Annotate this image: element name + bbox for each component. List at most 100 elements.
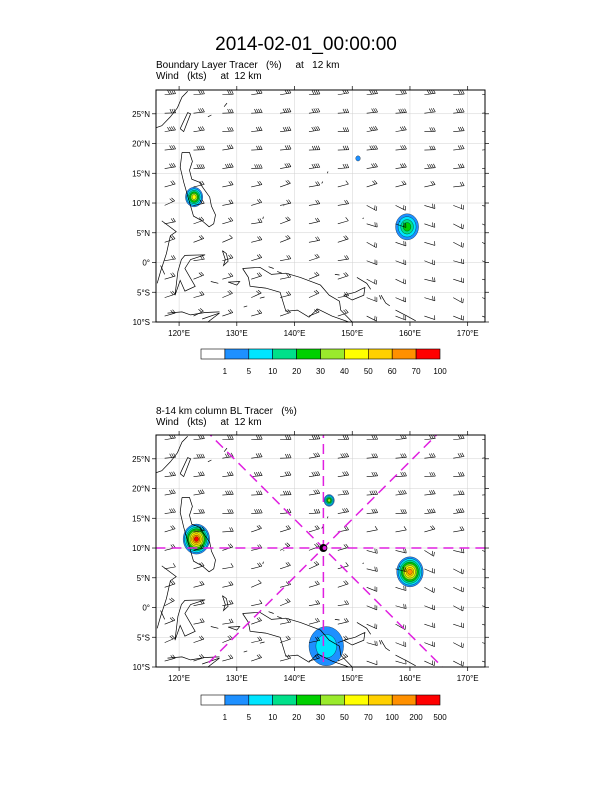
wind-barb-feather [169,198,174,202]
wind-barb-feather [257,289,262,294]
coastline [379,295,382,300]
wind-barb-feather [373,490,376,495]
wind-barb [308,438,320,441]
wind-barb-feather [317,126,321,131]
wind-barb-feather [345,635,349,640]
wind-barb-feather [172,563,176,568]
coastline [156,565,177,629]
wind-barb-feather [345,235,349,240]
wind-barb-feather [491,89,493,93]
wind-barb-feather [172,290,176,295]
wind-barb-feather [197,490,201,495]
wind-barb-feather [457,508,461,513]
colorbar-label: 10 [268,713,277,722]
wind-barb-feather [313,435,317,440]
xtick-label: 120°E [168,674,190,683]
wind-barb-feather [457,145,461,150]
wind-barb-feather [431,490,434,495]
wind-barb [366,111,378,114]
wind-barb-feather [260,108,263,113]
wind-barb [395,587,407,591]
coastline [242,266,353,322]
panel2-subtitle-line2: Wind (kts) at 12 km [156,417,262,428]
wind-barb-feather [373,508,376,513]
wind-barb-feather [231,490,234,495]
wind-barb-feather [458,490,461,495]
wind-barb-feather [402,108,405,113]
wind-barb [395,242,407,247]
wind-barb-feather [255,471,259,477]
wind-barb-feather [315,218,319,223]
wind-barb [453,475,465,477]
wind-barb-feather [284,126,288,132]
wind-barb [222,203,234,206]
wind-barb-feather [230,199,234,204]
coastline [179,497,216,573]
colorbar-cell [320,694,345,706]
wind-barb-feather [315,108,319,113]
wind-barb-feather [169,90,172,95]
wind-barb-feather [231,126,234,132]
wind-barb-feather [256,272,261,277]
wind-barb-feather [375,471,378,476]
wind-barb [337,621,349,625]
xtick-label: 130°E [226,329,248,338]
wind-barb [481,242,485,245]
wind-barb-feather [254,108,257,114]
wind-barb-feather [400,90,403,95]
wind-barb-feather [311,435,315,440]
wind-barb-feather [344,490,348,495]
wind-barb [366,605,377,611]
wind-barb-feather [459,163,463,168]
wind-barb [424,167,436,169]
wind-barb-feather [373,435,376,440]
wind-barb-feather [230,272,234,277]
wind-barb [337,438,349,441]
wind-barb-feather [315,308,320,313]
wind-barb-feather [172,489,176,494]
wind-barb [337,583,349,588]
wind-barb-feather [256,108,259,113]
wind-barb [251,512,263,514]
wind-barb-feather [434,277,436,282]
coastline [223,447,228,452]
wind-barb [251,639,263,643]
wind-barb [337,183,349,188]
wind-barb-feather [286,163,290,168]
wind-barb-feather [229,90,232,95]
tracer-contour-fill [407,569,413,575]
tracer-contour-fill [194,536,199,542]
wind-barb [482,513,485,514]
wind-barb [308,474,320,477]
coastline [243,305,248,308]
wind-barb-feather [285,435,288,440]
wind-barb-feather [461,452,465,457]
wind-barb [193,475,205,477]
wind-barb-feather [345,580,349,585]
wind-barb-feather [256,435,259,440]
wind-barb [251,565,262,570]
wind-barb [482,568,485,571]
wind-barb-feather [433,127,436,132]
wind-barb [222,293,233,298]
wind-barb-feather [317,90,321,95]
coastline [327,516,329,519]
wind-barb [366,278,377,285]
colorbar-cell [344,694,369,706]
wind-barb-feather [259,562,263,567]
wind-barb [251,257,262,262]
wind-barb-feather [287,216,291,221]
wind-barb [193,547,205,551]
coastline [321,526,324,529]
wind-barb [193,184,205,188]
wind-barb-feather [485,509,487,513]
wind-barb [424,438,436,441]
wind-barb-feather [432,489,436,495]
wind-barb-feather [491,472,493,476]
wind-barb-feather [286,508,290,513]
panel1-subtitle-line2: Wind (kts) at 12 km [156,71,262,82]
wind-barb [453,315,464,321]
wind-barb-feather [403,180,407,185]
wind-barb-feather [429,508,432,514]
